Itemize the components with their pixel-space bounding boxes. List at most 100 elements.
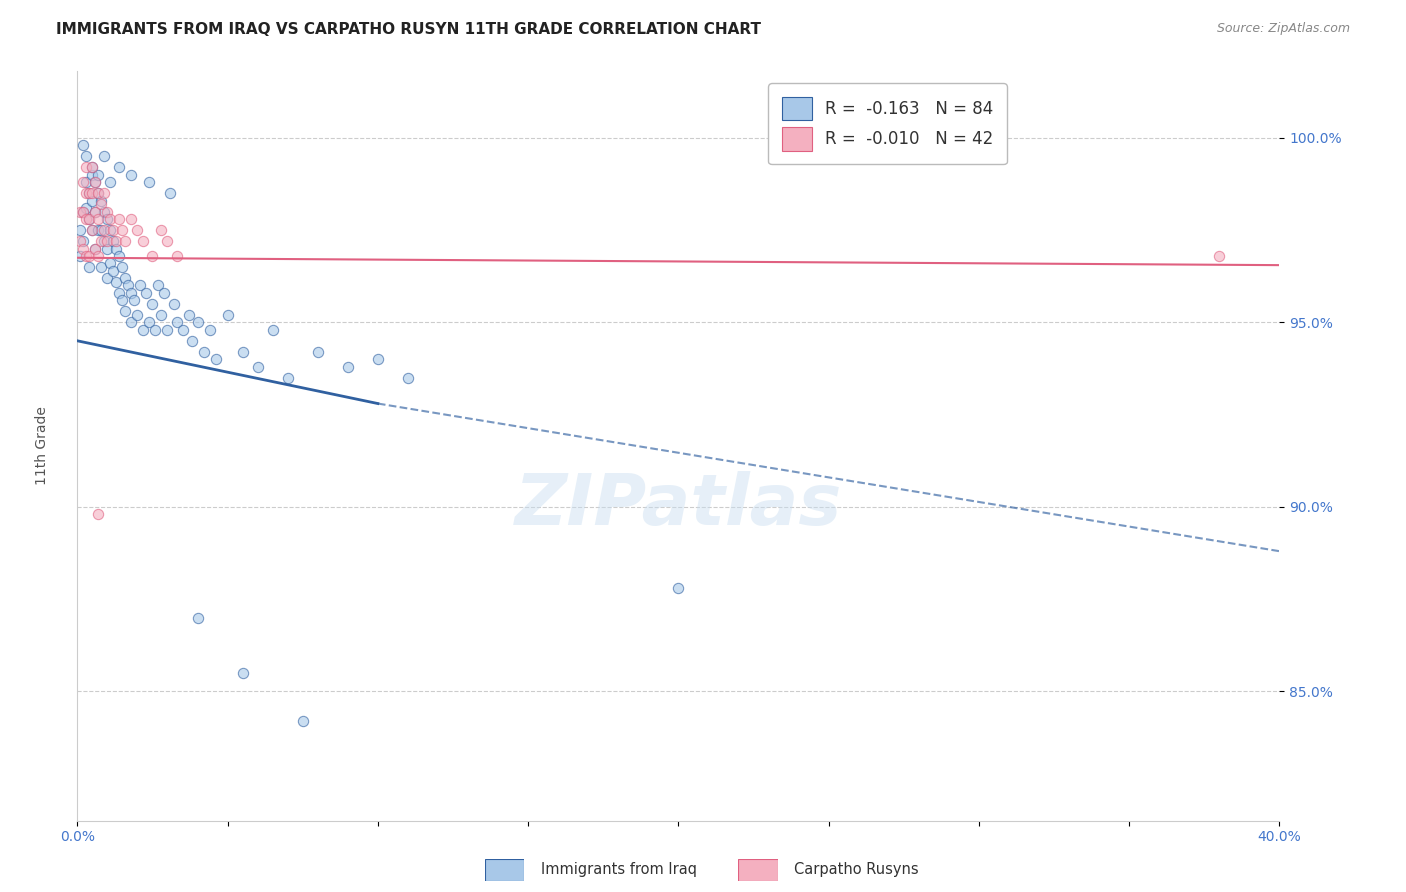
Point (84, 175, 107, 189)
Point (166, 315, 188, 329)
Text: ZIPatlas: ZIPatlas (515, 472, 842, 541)
Point (84, 204, 107, 219)
Text: Immigrants from Iraq: Immigrants from Iraq (541, 863, 697, 877)
Point (72, 234, 94, 248)
Point (120, 315, 142, 329)
Point (186, 610, 209, 624)
Point (87, 508, 110, 522)
Point (103, 263, 125, 277)
Point (120, 168, 142, 182)
Point (90, 223, 112, 237)
Point (79, 186, 101, 201)
Point (90, 234, 112, 248)
Point (75, 161, 97, 175)
Point (156, 323, 179, 337)
Point (186, 315, 209, 329)
Point (105, 234, 128, 248)
Point (79, 212, 101, 227)
Point (114, 234, 136, 248)
Point (72, 175, 94, 189)
Point (127, 308, 149, 322)
Point (120, 212, 142, 227)
Point (120, 285, 142, 300)
Point (90, 260, 112, 274)
Point (277, 370, 299, 384)
Point (336, 359, 359, 374)
Point (108, 285, 131, 300)
Point (79, 186, 101, 201)
Point (82, 161, 104, 175)
Legend: R =  -0.163   N = 84, R =  -0.010   N = 42: R = -0.163 N = 84, R = -0.010 N = 42 (769, 84, 1007, 164)
Point (138, 315, 160, 329)
Point (93, 223, 115, 237)
Point (180, 334, 202, 348)
Point (262, 323, 284, 337)
Point (105, 242, 128, 256)
Point (145, 323, 167, 337)
Point (105, 275, 128, 289)
Text: Carpatho Rusyns: Carpatho Rusyns (794, 863, 920, 877)
Point (87, 168, 110, 182)
Point (87, 186, 110, 201)
Point (72, 204, 94, 219)
Point (193, 344, 215, 359)
Point (141, 249, 163, 263)
Point (217, 308, 239, 322)
Point (72, 242, 94, 256)
Point (93, 204, 115, 219)
Point (124, 293, 146, 308)
Point (111, 260, 134, 274)
Point (396, 370, 419, 384)
Point (72, 138, 94, 153)
Point (141, 297, 163, 311)
Point (93, 234, 115, 248)
Point (82, 223, 104, 237)
Point (75, 201, 97, 215)
Point (79, 260, 101, 274)
Point (153, 285, 176, 300)
Text: 11th Grade: 11th Grade (35, 407, 49, 485)
Point (204, 352, 226, 367)
Point (87, 223, 110, 237)
Point (82, 194, 104, 208)
Point (129, 278, 152, 293)
Text: IMMIGRANTS FROM IRAQ VS CARPATHO RUSYN 11TH GRADE CORRELATION CHART: IMMIGRANTS FROM IRAQ VS CARPATHO RUSYN 1… (56, 22, 761, 37)
Point (79, 249, 101, 263)
Point (108, 161, 131, 175)
Point (138, 175, 160, 189)
Point (69, 249, 91, 263)
Point (150, 308, 173, 322)
Point (177, 308, 200, 322)
Point (198, 323, 221, 337)
Point (84, 242, 107, 256)
Point (232, 665, 254, 680)
Point (172, 323, 194, 337)
Point (103, 223, 125, 237)
Point (132, 323, 155, 337)
Point (114, 304, 136, 318)
Point (84, 242, 107, 256)
Point (117, 278, 139, 293)
Point (93, 149, 115, 163)
Point (159, 186, 181, 201)
Point (307, 344, 329, 359)
Point (114, 271, 136, 285)
Point (150, 223, 173, 237)
Point (75, 149, 97, 163)
Point (75, 212, 97, 227)
Point (166, 249, 188, 263)
Point (96, 204, 118, 219)
Point (162, 297, 184, 311)
Point (96, 242, 118, 256)
Point (108, 212, 131, 227)
Point (135, 285, 157, 300)
Text: Source: ZipAtlas.com: Source: ZipAtlas.com (1216, 22, 1350, 36)
Point (69, 204, 91, 219)
Point (82, 168, 104, 182)
Point (148, 278, 170, 293)
Point (367, 352, 389, 367)
Point (100, 212, 122, 227)
Point (132, 234, 155, 248)
Point (82, 223, 104, 237)
Point (96, 234, 118, 248)
